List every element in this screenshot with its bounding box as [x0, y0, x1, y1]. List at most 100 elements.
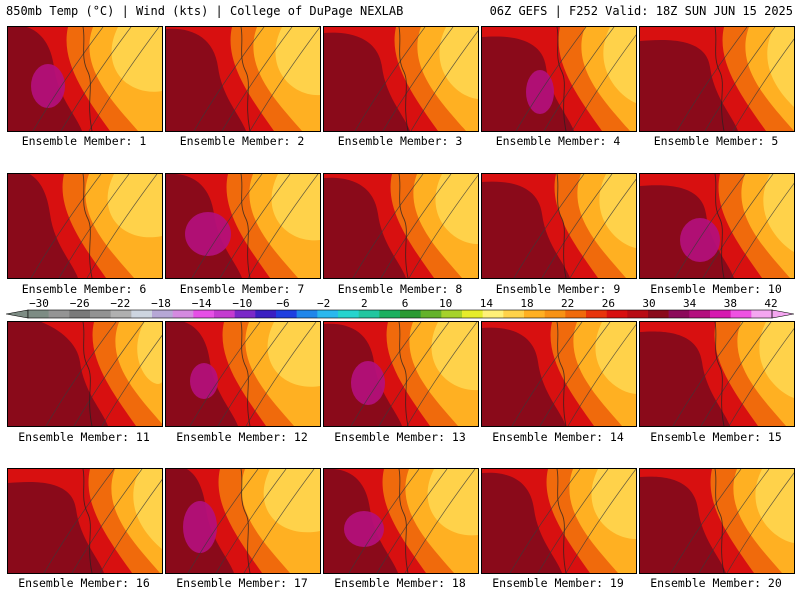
temperature-field-map: [324, 174, 478, 278]
colorbar-swatch: [214, 310, 235, 318]
colorbar-tick-label: 18: [520, 297, 533, 310]
contour-line: [189, 322, 261, 426]
contour-line: [569, 178, 636, 278]
contour-line: [101, 334, 162, 426]
coastline: [714, 469, 725, 573]
member-map-panel: [7, 173, 163, 279]
contour-line: [45, 322, 117, 426]
temperature-field-map: [640, 174, 794, 278]
extreme-heat-core: [680, 218, 720, 262]
colorbar-tick-label: 34: [683, 297, 697, 310]
temperature-field-map: [166, 174, 320, 278]
member-caption: Ensemble Member: 5: [653, 134, 779, 148]
temperature-field-map: [8, 27, 162, 131]
temperature-field-map: [640, 322, 794, 426]
coastline: [82, 174, 93, 278]
contour-line: [537, 469, 609, 573]
temperature-field-map: [324, 322, 478, 426]
colorbar-swatch: [400, 310, 421, 318]
colorbar-swatch: [379, 310, 401, 318]
coastline: [240, 322, 251, 426]
member-map-panel: [7, 468, 163, 574]
colorbar-swatch: [689, 310, 711, 318]
temperature-field-map: [640, 27, 794, 131]
coastline: [556, 27, 567, 131]
contour-line: [702, 174, 774, 278]
contour-line: [376, 469, 448, 573]
colorbar-swatch: [606, 310, 628, 318]
member-caption: Ensemble Member: 15: [650, 430, 782, 444]
contour-line: [245, 322, 317, 426]
colorbar-tick-label: 2: [361, 297, 368, 310]
member-map-panel: [165, 173, 321, 279]
temperature-field-map: [482, 322, 636, 426]
colorbar-swatch: [668, 310, 690, 318]
temperature-field-map: [482, 27, 636, 131]
temperature-field-map: [166, 322, 320, 426]
member-caption: Ensemble Member: 2: [179, 134, 305, 148]
contour-line: [187, 469, 259, 573]
extreme-heat-core: [190, 363, 218, 399]
member-map-panel: [639, 321, 795, 427]
colorbar-tick-label: 38: [724, 297, 737, 310]
coastline: [398, 174, 409, 278]
contour-line: [674, 174, 746, 278]
contour-line: [698, 469, 770, 573]
contour-line: [352, 174, 424, 278]
contour-line: [410, 30, 478, 131]
contour-line: [88, 27, 160, 131]
member-caption: Ensemble Member: 1: [21, 134, 147, 148]
contour-line: [32, 27, 104, 131]
colorbar-swatch: [338, 310, 359, 318]
colorbar-tick-label: 26: [602, 297, 615, 310]
contour-line: [221, 27, 293, 131]
coastline: [398, 27, 409, 131]
contour-line: [730, 182, 794, 278]
temperature-field-map: [8, 174, 162, 278]
member-caption: Ensemble Member: 10: [650, 282, 782, 296]
member-caption: Ensemble Member: 12: [176, 430, 308, 444]
member-caption: Ensemble Member: 18: [334, 576, 466, 590]
colorbar-tick-label: −26: [70, 297, 90, 310]
colorbar-swatch: [524, 310, 545, 318]
contour-line: [219, 174, 291, 278]
extreme-heat-core: [351, 361, 385, 405]
temperature-contour-fill: [8, 174, 78, 278]
temperature-field-map: [324, 27, 478, 131]
temperature-contour-fill: [324, 32, 410, 131]
colorbar-tick-label: −10: [232, 297, 252, 310]
colorbar-tick-label: 22: [561, 297, 574, 310]
member-map-panel: [7, 26, 163, 132]
member-map-panel: [165, 468, 321, 574]
contour-line: [60, 27, 132, 131]
member-caption: Ensemble Member: 8: [337, 282, 463, 296]
member-map-panel: [481, 173, 637, 279]
temperature-colorbar: −30 −26 −22 −18 −14 −10 −6 −2 2 6 10 14 18 22 26 30 34 38…: [6, 297, 794, 319]
colorbar-swatch: [48, 310, 70, 318]
contour-line: [406, 322, 478, 426]
coastline: [556, 174, 567, 278]
colorbar-swatch: [710, 310, 731, 318]
member-map-panel: [323, 26, 479, 132]
temperature-field-map: [482, 174, 636, 278]
colorbar-tick-label: −30: [29, 297, 49, 310]
contour-line: [700, 322, 772, 426]
contour-line: [217, 322, 289, 426]
colorbar-swatch: [441, 310, 463, 318]
temperature-contour-fill: [482, 181, 570, 278]
member-caption: Ensemble Member: 17: [176, 576, 308, 590]
member-caption: Ensemble Member: 7: [179, 282, 305, 296]
member-map-panel: [7, 321, 163, 427]
colorbar-swatch: [193, 310, 215, 318]
map-title: 850mb Temp (°C) | Wind (kts) | College o…: [6, 4, 404, 18]
contour-line: [191, 174, 263, 278]
colorbar-max-arrow: [771, 309, 794, 319]
colorbar-swatch: [255, 310, 277, 318]
colorbar-swatch: [131, 310, 153, 318]
colorbar-swatch: [482, 310, 504, 318]
temperature-contour-fill: [482, 472, 562, 573]
colorbar-tick-label: −6: [276, 297, 289, 310]
coastline: [240, 469, 251, 573]
colorbar-swatch: [586, 310, 607, 318]
temperature-contour-fill: [324, 177, 406, 278]
